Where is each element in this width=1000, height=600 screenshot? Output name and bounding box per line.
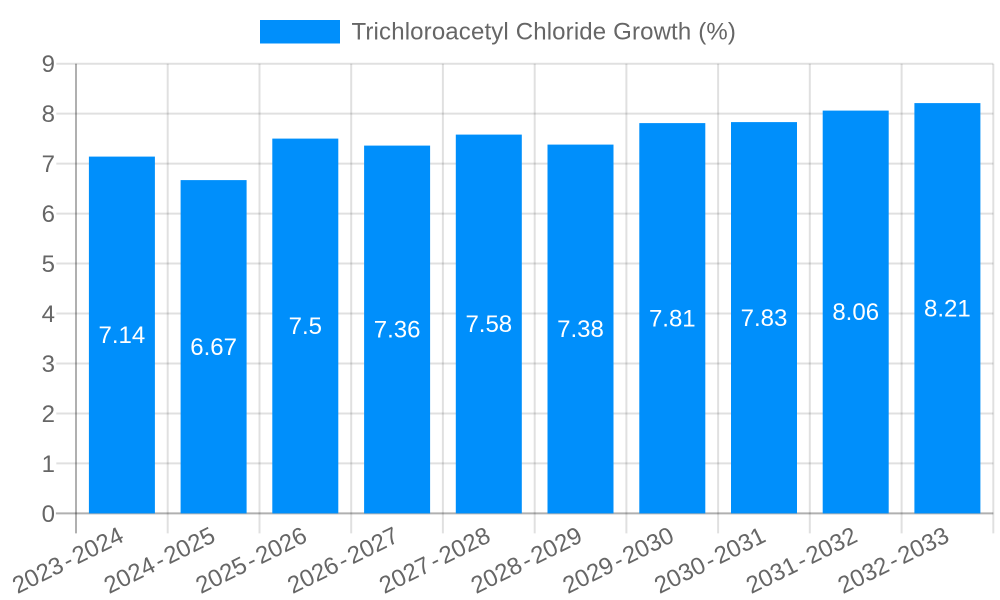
svg-text:7.14: 7.14 — [99, 322, 146, 349]
svg-text:8.06: 8.06 — [832, 299, 879, 326]
svg-text:7.5: 7.5 — [289, 313, 322, 340]
svg-text:6.67: 6.67 — [190, 334, 237, 361]
svg-text:5: 5 — [42, 251, 55, 278]
svg-text:7.38: 7.38 — [557, 316, 604, 343]
svg-text:7.58: 7.58 — [465, 311, 512, 338]
svg-text:Trichloroacetyl Chloride Growt: Trichloroacetyl Chloride Growth (%) — [352, 19, 736, 46]
svg-text:1: 1 — [42, 451, 55, 478]
svg-text:7.36: 7.36 — [374, 317, 421, 344]
svg-text:3: 3 — [42, 351, 55, 378]
svg-text:0: 0 — [42, 501, 55, 528]
svg-text:7: 7 — [42, 151, 55, 178]
svg-text:8: 8 — [42, 101, 55, 128]
svg-text:6: 6 — [42, 201, 55, 228]
svg-text:9: 9 — [42, 51, 55, 78]
svg-text:4: 4 — [42, 301, 55, 328]
svg-text:7.83: 7.83 — [741, 305, 788, 332]
svg-text:7.81: 7.81 — [649, 305, 696, 332]
svg-text:2: 2 — [42, 401, 55, 428]
svg-text:8.21: 8.21 — [924, 295, 971, 322]
